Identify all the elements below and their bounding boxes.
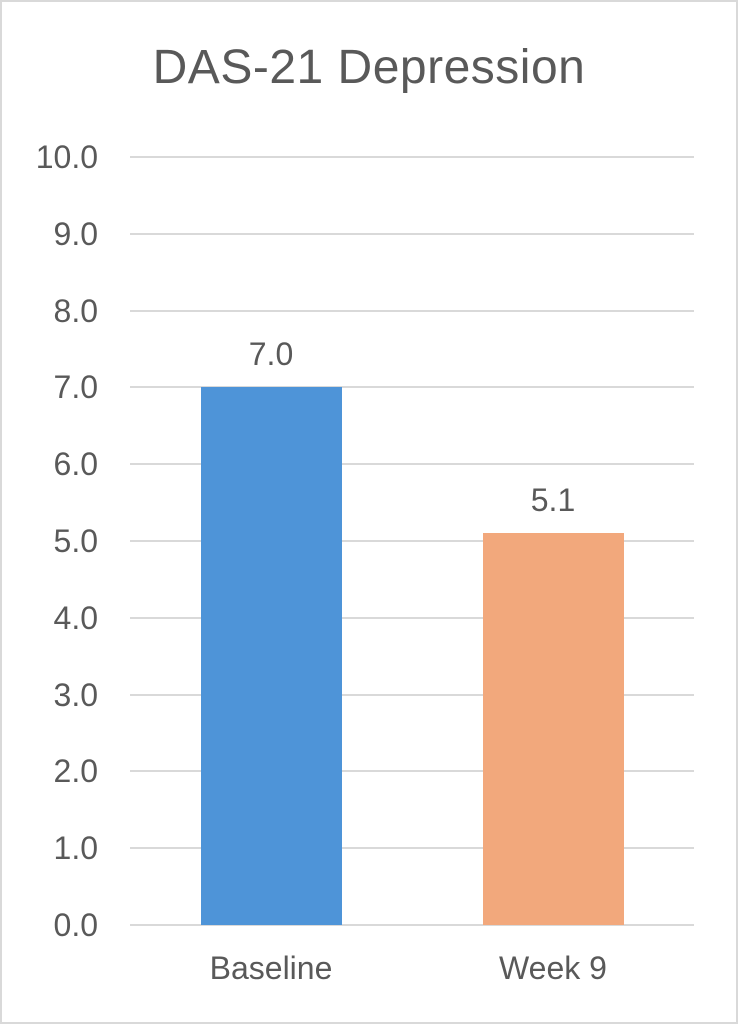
y-axis-tick-label: 0.0 <box>53 907 98 943</box>
bar-week-9 <box>482 533 624 925</box>
y-axis-tick-label: 7.0 <box>53 369 98 406</box>
y-axis-tick-label: 3.0 <box>53 676 98 713</box>
gridline <box>130 616 694 619</box>
y-axis-tick-label: 5.0 <box>53 523 98 559</box>
bar-data-label: 7.0 <box>248 336 294 373</box>
y-axis-tick-label: 4.0 <box>53 599 98 636</box>
bar-data-label: 5.1 <box>530 482 576 519</box>
gridline <box>130 847 694 850</box>
gridline <box>130 156 694 158</box>
x-axis-category-label: Baseline <box>209 950 333 986</box>
gridline <box>130 770 694 773</box>
gridline <box>130 924 694 926</box>
gridline <box>130 463 694 466</box>
y-axis-tick-label: 9.0 <box>53 215 98 252</box>
chart-title: DAS-21 Depression <box>152 41 586 94</box>
gridline <box>130 386 694 389</box>
gridline <box>130 540 694 542</box>
y-axis-tick-label: 8.0 <box>53 292 98 329</box>
gridline <box>130 309 694 312</box>
y-axis-tick-label: 2.0 <box>53 753 98 790</box>
gridline <box>130 693 694 696</box>
x-axis-category-label: Week 9 <box>499 950 607 986</box>
y-axis-tick-label: 1.0 <box>53 830 98 867</box>
bar-baseline <box>200 387 342 925</box>
y-axis-tick-label: 6.0 <box>53 446 98 483</box>
y-axis-tick-label: 10.0 <box>35 139 98 175</box>
gridline <box>130 232 694 235</box>
